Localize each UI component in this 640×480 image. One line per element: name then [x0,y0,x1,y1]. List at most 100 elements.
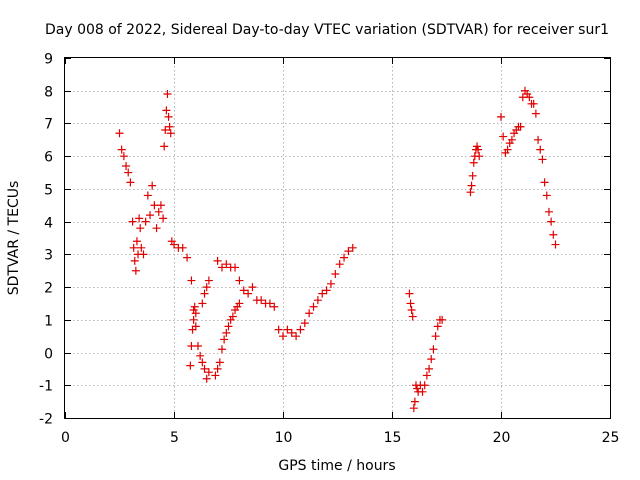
data-point [529,99,538,108]
data-point [183,253,192,262]
data-point [257,296,266,305]
data-points [115,86,560,413]
data-point [213,364,222,373]
data-point [287,328,296,337]
data-point [549,230,558,239]
data-point [224,322,233,331]
data-point [235,276,244,285]
data-point [348,243,357,252]
x-tick-label: 0 [61,430,70,446]
data-point [331,270,340,278]
data-point [547,217,556,226]
y-tick-label: 4 [44,216,53,232]
chart-title: Day 008 of 2022, Sidereal Day-to-day VTE… [45,22,609,38]
y-tick-label: 7 [44,117,53,133]
data-point [283,325,292,334]
x-tick-label: 5 [170,430,179,446]
series-segment-3 [186,302,200,370]
data-point [433,322,442,331]
data-point [231,263,240,272]
data-point [239,286,248,295]
data-point [189,315,198,324]
data-point [413,384,422,393]
data-point [248,283,257,292]
data-point [128,217,137,226]
data-point [131,266,140,275]
data-point [119,152,128,161]
y-tick-label: 6 [44,150,53,166]
data-point [204,276,213,285]
data-point [344,247,353,256]
data-point [507,135,516,144]
data-point [200,364,209,373]
data-point [141,217,150,226]
data-point [217,263,226,272]
data-point [196,351,205,360]
data-point [410,397,419,406]
data-point [322,286,331,295]
data-point [503,145,512,154]
data-point [122,162,131,170]
data-point [406,299,415,308]
data-point [186,361,195,370]
data-point [198,358,207,367]
data-point [244,289,253,298]
data-point [187,342,196,350]
data-point [274,325,283,334]
y-tick-label: -2 [39,412,53,428]
data-point [425,364,434,373]
data-point [115,129,124,138]
data-point [156,201,165,210]
data-point [191,322,200,331]
data-point [159,214,168,223]
data-point [215,358,224,367]
y-tick-label: 3 [44,248,53,264]
data-point [235,299,244,308]
grid [65,58,610,418]
y-tick-label: 8 [44,85,53,101]
data-point [191,309,200,318]
data-point [152,224,161,233]
series-segment-9 [497,86,560,249]
data-point [279,332,287,341]
data-point [544,207,553,216]
data-point [188,325,197,334]
data-point [418,387,427,396]
data-point [473,142,482,151]
y-tick-label: 1 [44,314,53,330]
data-point [135,214,144,223]
data-point [340,253,349,262]
data-point [309,302,318,311]
data-point [143,191,152,200]
data-point [129,243,138,252]
x-axis-label: GPS time / hours [278,458,395,474]
data-point [148,181,157,190]
series-segment-7 [405,289,447,413]
data-point [305,309,314,318]
data-point [525,93,534,102]
data-point [540,178,549,187]
data-point [187,276,196,285]
data-point [335,260,344,269]
data-point [132,237,141,246]
y-tick-label: 0 [44,347,53,363]
data-point [217,345,226,354]
data-point [292,332,301,341]
data-point [438,315,447,324]
series-segment-6 [274,243,357,341]
data-point [165,122,174,131]
axis-tick-labels: 0 5 10 15 20 25 -2 -1 0 1 2 3 4 5 6 7 8 9 [39,52,619,447]
data-point [170,240,178,249]
data-point [136,224,145,233]
data-point [160,142,169,151]
data-point [222,260,231,269]
data-point [313,296,322,305]
data-point [497,112,505,121]
data-point [420,381,429,390]
data-point [166,129,175,138]
data-point [499,132,508,141]
data-point [164,112,173,121]
data-point [162,106,171,115]
data-point [265,299,274,308]
y-tick-label: 5 [44,183,53,199]
